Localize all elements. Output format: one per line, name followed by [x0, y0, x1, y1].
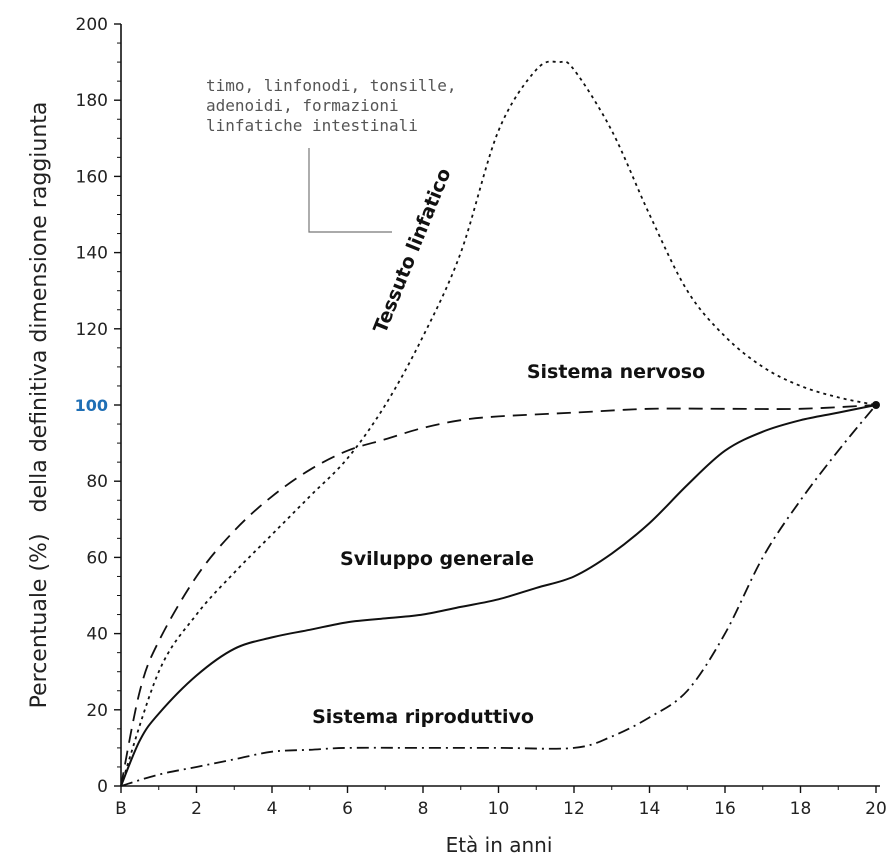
x-tick-label: 10 — [488, 799, 510, 819]
y-tick-label: 140 — [76, 244, 108, 264]
x-tick-label: 20 — [865, 799, 887, 819]
axes — [120, 24, 880, 787]
x-tick-label: 14 — [639, 799, 661, 819]
x-tick-label: 6 — [342, 799, 353, 819]
series-line-sistema-nervoso — [120, 404, 877, 787]
annotation-lymphatic: timo, linfonodi, tonsille,adenoidi, form… — [206, 76, 456, 233]
y-tick-label: 200 — [76, 15, 108, 35]
x-tick-label: 4 — [267, 799, 278, 819]
x-tick-label: 12 — [563, 799, 585, 819]
y-tick-label: 160 — [76, 167, 108, 187]
y-tick-label: 80 — [86, 472, 108, 492]
x-tick-label: 2 — [191, 799, 202, 819]
x-axis-label: Età in anni — [446, 833, 553, 857]
x-tick-label: B — [115, 799, 127, 819]
annotation-leader-line — [308, 148, 392, 233]
x-tick-label: 8 — [418, 799, 429, 819]
series-label-tessuto-linfatico: Tessuto linfatico — [369, 165, 455, 336]
annotation-line: timo, linfonodi, tonsille, — [206, 76, 456, 95]
y-axis-label: Percentuale (%) della definitiva dimensi… — [27, 102, 52, 709]
y-tick-label: 60 — [86, 548, 108, 568]
series-line-sviluppo-generale — [120, 404, 877, 787]
x-axis-ticks: B 2 4 6 8 10 12 14 16 18 20 — [115, 786, 887, 819]
x-tick-label: 16 — [714, 799, 736, 819]
y-tick-label: 180 — [76, 91, 108, 111]
y-tick-label: 0 — [97, 777, 108, 797]
y-tick-label: 120 — [76, 320, 108, 340]
series-lines — [120, 60, 880, 787]
series-label-sistema-nervoso: Sistema nervoso — [527, 361, 705, 383]
series-label-sistema-riproduttivo: Sistema riproduttivo — [312, 706, 534, 728]
y-tick-label: 100 — [75, 396, 108, 415]
convergence-point — [872, 401, 880, 409]
x-tick-label: 18 — [790, 799, 812, 819]
y-axis-ticks: 0 20 40 60 80 100 120 140 160 180 200 — [75, 15, 121, 797]
annotation-line: adenoidi, formazioni — [206, 96, 399, 115]
y-tick-label: 20 — [86, 701, 108, 721]
y-tick-label: 40 — [86, 625, 108, 645]
series-line-sistema-riproduttivo — [120, 404, 877, 787]
series-label-sviluppo-generale: Sviluppo generale — [340, 548, 534, 570]
annotation-line: linfatiche intestinali — [206, 116, 418, 135]
series-labels: Tessuto linfatico Sistema nervoso Sviluppo… — [312, 165, 705, 728]
series-line-tessuto-linfatico — [120, 60, 877, 787]
